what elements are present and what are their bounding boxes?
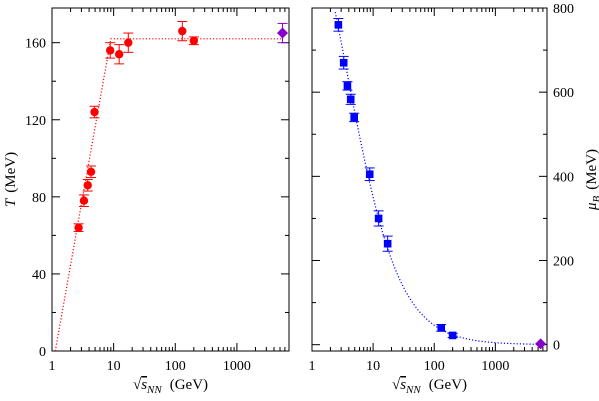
x-axis: 1 10 100 1000 <box>49 8 290 374</box>
x-tick-label: 10 <box>107 359 121 374</box>
y-tick-label: 80 <box>32 191 46 206</box>
y-tick-label: 600 <box>553 86 574 101</box>
y-axis-title-symbol: T <box>3 197 19 207</box>
y-axis-title-symbol: μ <box>584 202 599 211</box>
y-tick-label: 0 <box>39 345 46 360</box>
y-tick-label: 120 <box>25 114 46 129</box>
extrapolated-point-series <box>277 22 289 44</box>
temperature-panel: 1 10 100 1000 0 40 80 120 160 √sNN (GeV) T (MeV) <box>3 7 290 396</box>
x-tick-label: 100 <box>424 359 445 374</box>
y-axis-title-subscript: B <box>591 196 599 203</box>
data-point <box>339 58 348 67</box>
x-axis-title-symbol: s <box>400 377 406 393</box>
data-point <box>437 324 445 332</box>
data-point <box>178 26 187 36</box>
y-axis-title-unit: (MeV) <box>3 152 19 193</box>
x-axis: 1 10 100 1000 <box>309 8 548 374</box>
baryon-chemical-potential-panel: 1 10 100 1000 0 200 400 600 800 √sNN (GeV) μB (MeV) <box>309 2 599 396</box>
x-tick-label: 1 <box>49 359 56 374</box>
extrapolated-point <box>535 338 547 350</box>
x-tick-label: 1000 <box>481 359 509 374</box>
plot-frame <box>311 7 548 352</box>
extrapolated-point-series <box>535 338 547 350</box>
x-axis-title: √sNN (GeV) <box>133 377 208 396</box>
y-tick-label: 160 <box>25 37 46 52</box>
x-axis-title-root: √ <box>392 377 401 393</box>
fit-curve <box>54 38 283 351</box>
data-point <box>334 21 343 29</box>
data-point <box>350 113 358 122</box>
x-axis-title: √sNN (GeV) <box>392 377 467 396</box>
data-point-series <box>73 20 199 233</box>
extrapolated-point <box>277 27 289 39</box>
x-axis-title-symbol: s <box>141 377 147 393</box>
y-axis-title-unit: (MeV) <box>584 149 599 190</box>
y-tick-label: 800 <box>553 2 574 17</box>
data-point <box>365 170 374 179</box>
x-tick-label: 100 <box>165 359 186 374</box>
y-tick-label: 0 <box>553 339 560 354</box>
x-axis-title-unit: (GeV) <box>429 377 467 393</box>
x-tick-label: 1000 <box>223 359 251 374</box>
data-point <box>83 181 92 190</box>
data-point <box>448 331 457 340</box>
fit-curve <box>334 11 541 345</box>
data-point <box>114 50 124 59</box>
x-axis-title-root: √ <box>133 377 142 393</box>
data-point <box>124 38 133 47</box>
data-point <box>374 214 383 223</box>
x-tick-label: 10 <box>366 359 380 374</box>
data-point <box>86 167 96 176</box>
data-point <box>346 95 355 104</box>
x-tick-label: 1 <box>309 359 316 374</box>
y-axis-title: μB (MeV) <box>584 149 599 211</box>
y-axis-title: T (MeV) <box>3 152 19 207</box>
x-axis-title-unit: (GeV) <box>170 377 208 393</box>
y-tick-label: 40 <box>32 268 46 283</box>
y-tick-label: 200 <box>553 255 574 270</box>
data-point <box>90 107 99 117</box>
data-point <box>343 82 352 90</box>
plot-frame <box>51 7 290 352</box>
x-axis-title-subscript: NN <box>405 384 421 396</box>
data-point-series <box>333 18 458 340</box>
data-point <box>189 36 199 45</box>
data-point <box>106 46 115 55</box>
y-tick-label: 400 <box>553 170 574 185</box>
y-axis: 0 40 80 120 160 <box>25 37 289 360</box>
data-point <box>79 196 89 205</box>
y-axis: 0 200 400 600 800 <box>312 2 574 354</box>
data-point <box>383 239 392 248</box>
x-axis-title-subscript: NN <box>146 384 162 396</box>
data-point <box>74 223 83 232</box>
